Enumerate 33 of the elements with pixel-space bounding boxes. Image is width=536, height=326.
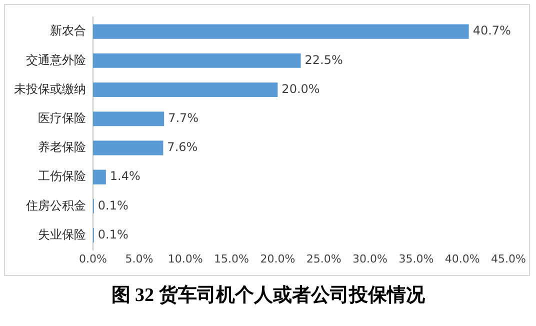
y-tick-label: 住房公积金: [25, 198, 86, 212]
y-tick-label: 工伤保险: [38, 169, 86, 184]
x-tick-label: 30.0%: [352, 252, 388, 266]
data-label: 22.5%: [304, 52, 343, 67]
y-tick-label: 交通意外险: [26, 52, 86, 67]
y-tick-label: 医疗保险: [38, 110, 86, 125]
x-tick-label: 0.0%: [79, 252, 107, 266]
y-tick-label: 新农合: [50, 24, 86, 38]
x-tick-label: 15.0%: [214, 252, 249, 266]
data-label: 7.7%: [168, 110, 199, 125]
bar: [93, 53, 301, 68]
bar: [93, 140, 164, 156]
bar: [93, 112, 164, 126]
x-tick-label: 45.0%: [491, 252, 526, 266]
bar: [93, 24, 469, 39]
x-tick-label: 25.0%: [306, 252, 342, 266]
x-tick-label: 35.0%: [398, 252, 434, 266]
x-tick-label: 40.0%: [444, 252, 480, 266]
y-tick-label: 未投保或缴纳: [14, 82, 86, 96]
x-tick-label: 10.0%: [168, 252, 203, 266]
data-label: 0.1%: [98, 227, 128, 242]
y-tick-label: 养老保险: [38, 140, 86, 154]
y-tick-label: 失业保险: [38, 227, 86, 242]
data-label: 0.1%: [98, 198, 128, 212]
text: 图 32 货车司机个人或者公司投保情况: [110, 284, 426, 308]
data-label: 40.7%: [472, 24, 511, 38]
bar: [93, 170, 106, 184]
bar: [93, 82, 278, 98]
x-tick-label: 20.0%: [260, 252, 296, 266]
data-label: 1.4%: [110, 169, 140, 184]
x-tick-label: 5.0%: [125, 252, 154, 266]
data-label: 20.0%: [282, 82, 320, 96]
data-label: 7.6%: [167, 140, 198, 154]
